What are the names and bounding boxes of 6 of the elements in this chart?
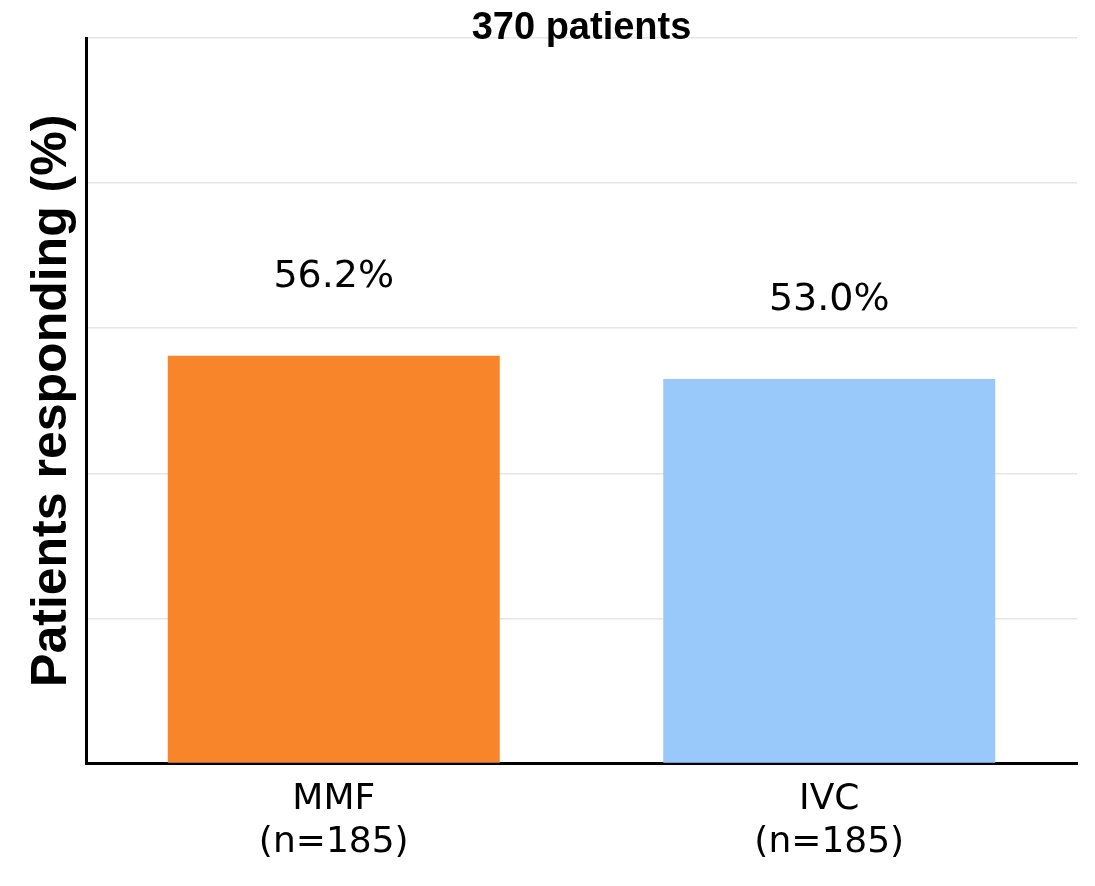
x-tick-label: IVC (n=185) bbox=[754, 775, 905, 860]
y-axis-title: Patients responding (%) bbox=[20, 114, 77, 687]
data-label: 53.0% bbox=[768, 274, 890, 319]
chart-title: 370 patients bbox=[471, 5, 692, 48]
x-tick-label: MMF (n=185) bbox=[258, 775, 409, 860]
data-label: 56.2% bbox=[273, 251, 395, 296]
